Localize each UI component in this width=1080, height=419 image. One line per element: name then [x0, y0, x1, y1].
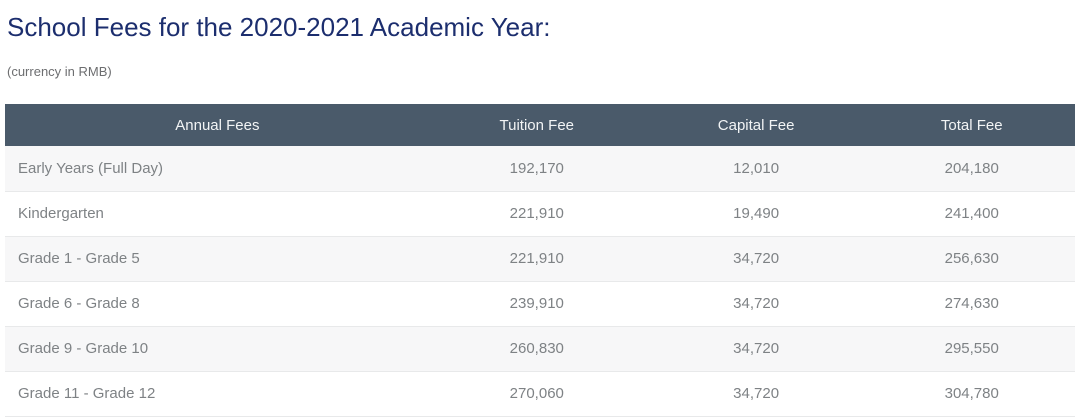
- column-header-total-fee: Total Fee: [868, 104, 1075, 146]
- table-row: Grade 11 - Grade 12 270,060 34,720 304,7…: [5, 371, 1075, 416]
- table-row: Grade 9 - Grade 10 260,830 34,720 295,55…: [5, 326, 1075, 371]
- table-row: Kindergarten 221,910 19,490 241,400: [5, 191, 1075, 236]
- tuition-fee-value: 239,910: [509, 295, 564, 312]
- fees-table-header: Annual Fees Tuition Fee Capital Fee Tota…: [5, 104, 1075, 146]
- total-fee-value: 204,180: [944, 159, 999, 177]
- grade-label: Grade 6 - Grade 8: [18, 295, 140, 312]
- total-fee-value: 256,630: [944, 250, 999, 267]
- grade-label: Grade 11 - Grade 12: [18, 385, 156, 402]
- fees-table: Annual Fees Tuition Fee Capital Fee Tota…: [5, 104, 1075, 417]
- fees-table-body: Early Years (Full Day) 192,170 12,010 20…: [5, 146, 1075, 416]
- page-title: School Fees for the 2020-2021 Academic Y…: [7, 12, 551, 42]
- tuition-fee-value: 270,060: [509, 385, 564, 402]
- column-header-tuition-fee: Tuition Fee: [429, 104, 644, 146]
- capital-fee-value: 12,010: [733, 159, 780, 177]
- total-fee-value: 241,400: [944, 205, 999, 222]
- total-fee-value: 295,550: [944, 340, 999, 357]
- total-fee-value: 274,630: [944, 295, 999, 312]
- capital-fee-value: 19,490: [733, 205, 780, 222]
- tuition-fee-value: 192,170: [509, 159, 564, 177]
- column-header-annual-fees: Annual Fees: [5, 104, 430, 146]
- capital-fee-value: 34,720: [733, 340, 780, 357]
- grade-label: Kindergarten: [18, 205, 104, 222]
- capital-fee-value: 34,720: [733, 385, 780, 402]
- tuition-fee-value: 260,830: [509, 340, 564, 357]
- tuition-fee-value: 221,910: [509, 205, 564, 222]
- capital-fee-value: 34,720: [733, 295, 780, 312]
- table-row: Grade 1 - Grade 5 221,910 34,720 256,630: [5, 236, 1075, 281]
- total-fee-value: 304,780: [944, 385, 999, 402]
- header-row: Annual Fees Tuition Fee Capital Fee Tota…: [5, 104, 1075, 146]
- grade-label: Early Years (Full Day): [18, 159, 164, 177]
- column-header-capital-fee: Capital Fee: [643, 104, 869, 146]
- grade-label: Grade 1 - Grade 5: [18, 250, 140, 267]
- capital-fee-value: 34,720: [733, 250, 780, 267]
- grade-label: Grade 9 - Grade 10: [18, 340, 149, 357]
- currency-note: (currency in RMB): [7, 64, 112, 79]
- table-row: Grade 6 - Grade 8 239,910 34,720 274,630: [5, 281, 1075, 326]
- table-row: Early Years (Full Day) 192,170 12,010 20…: [5, 146, 1075, 191]
- tuition-fee-value: 221,910: [509, 250, 564, 267]
